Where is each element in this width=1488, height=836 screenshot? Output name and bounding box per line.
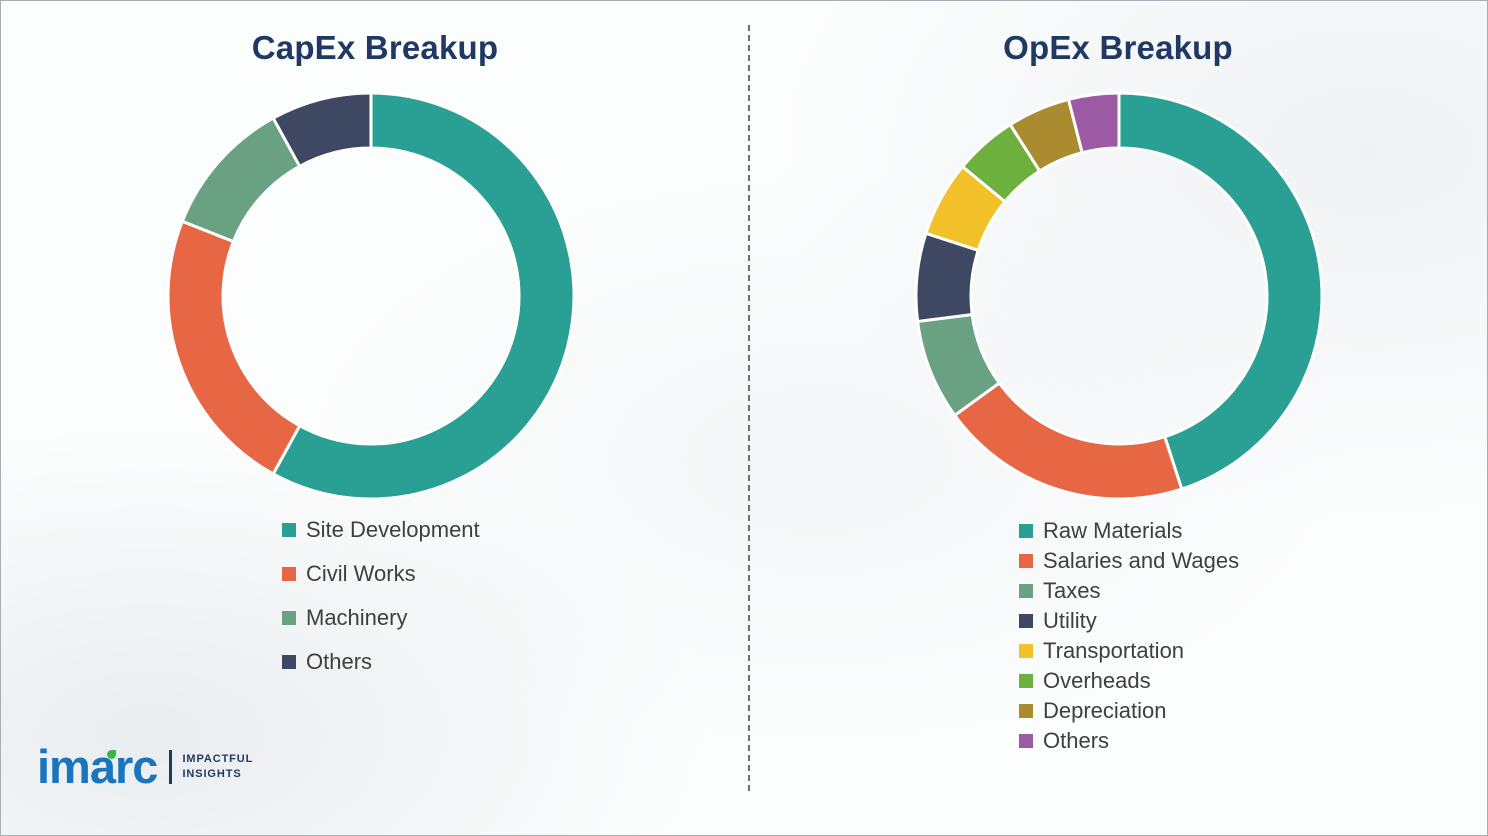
donut-segment-salaries-and-wages bbox=[952, 380, 1184, 501]
legend-item-raw-materials: Raw Materials bbox=[1019, 518, 1239, 544]
capex-legend: Site Development Civil Works Machinery Othe… bbox=[282, 516, 480, 692]
legend-label-overheads: Overheads bbox=[1043, 668, 1151, 693]
imarc-wordmark: im a rc bbox=[37, 740, 158, 793]
legend-label-raw-materials: Raw Materials bbox=[1043, 518, 1183, 543]
donut-segment-raw-materials bbox=[1117, 91, 1324, 491]
legend-marker-raw-materials bbox=[1019, 524, 1033, 538]
donut-segment-others bbox=[1066, 91, 1121, 155]
brand-text-rc: rc bbox=[115, 740, 158, 793]
legend-marker-taxes bbox=[1019, 584, 1033, 598]
legend-marker-civil-works bbox=[282, 567, 296, 581]
brand-text-im: im bbox=[37, 740, 91, 793]
legend-marker-overheads bbox=[1019, 674, 1033, 688]
tagline-line-2: INSIGHTS bbox=[182, 767, 242, 780]
opex-legend: Raw Materials Salaries and Wages Taxes Util… bbox=[1019, 518, 1239, 758]
legend-marker-transportation bbox=[1019, 644, 1033, 658]
legend-item-others: Others bbox=[282, 648, 480, 676]
capex-chart-title: CapEx Breakup bbox=[251, 29, 499, 66]
legend-label-machinery: Machinery bbox=[306, 605, 408, 630]
donut-segment-site-development bbox=[271, 91, 576, 501]
legend-item-overheads: Overheads bbox=[1019, 668, 1239, 694]
legend-label-utility: Utility bbox=[1043, 608, 1097, 633]
legend-marker-machinery bbox=[282, 611, 296, 625]
legend-marker-utility bbox=[1019, 614, 1033, 628]
legend-label-site-development: Site Development bbox=[306, 517, 480, 542]
legend-item-salaries-and-wages: Salaries and Wages bbox=[1019, 548, 1239, 574]
opex-chart-title: OpEx Breakup bbox=[1003, 29, 1233, 66]
legend-label-depreciation: Depreciation bbox=[1043, 698, 1167, 723]
legend-marker-others bbox=[1019, 734, 1033, 748]
legend-item-transportation: Transportation bbox=[1019, 638, 1239, 664]
legend-item-utility: Utility bbox=[1019, 608, 1239, 634]
brand-letter-a: a bbox=[89, 740, 116, 793]
legend-item-depreciation: Depreciation bbox=[1019, 698, 1239, 724]
opex-donut-chart bbox=[914, 91, 1324, 501]
legend-item-taxes: Taxes bbox=[1019, 578, 1239, 604]
legend-marker-site-development bbox=[282, 523, 296, 537]
legend-label-salaries-and-wages: Salaries and Wages bbox=[1043, 548, 1240, 573]
legend-marker-depreciation bbox=[1019, 704, 1033, 718]
legend-marker-others bbox=[282, 655, 296, 669]
legend-item-site-development: Site Development bbox=[282, 516, 480, 544]
legend-label-transportation: Transportation bbox=[1043, 638, 1185, 663]
center-divider-line bbox=[748, 25, 750, 791]
legend-item-civil-works: Civil Works bbox=[282, 560, 480, 588]
logo-tagline: IMPACTFUL INSIGHTS bbox=[182, 752, 253, 782]
donut-segment-civil-works bbox=[166, 219, 302, 476]
legend-label-others: Others bbox=[306, 649, 373, 674]
legend-label-taxes: Taxes bbox=[1043, 578, 1101, 603]
legend-marker-salaries-and-wages bbox=[1019, 554, 1033, 568]
legend-item-machinery: Machinery bbox=[282, 604, 480, 632]
tagline-line-1: IMPACTFUL bbox=[182, 752, 254, 765]
logo-divider-bar bbox=[169, 749, 173, 784]
leaf-icon bbox=[107, 750, 116, 759]
imarc-logo: im a rc IMPACTFUL INSIGHTS bbox=[37, 743, 253, 790]
legend-label-others: Others bbox=[1043, 728, 1110, 753]
capex-donut-chart bbox=[166, 91, 576, 501]
legend-label-civil-works: Civil Works bbox=[306, 561, 416, 586]
donut-segment-others bbox=[271, 91, 373, 169]
legend-item-others: Others bbox=[1019, 728, 1239, 754]
